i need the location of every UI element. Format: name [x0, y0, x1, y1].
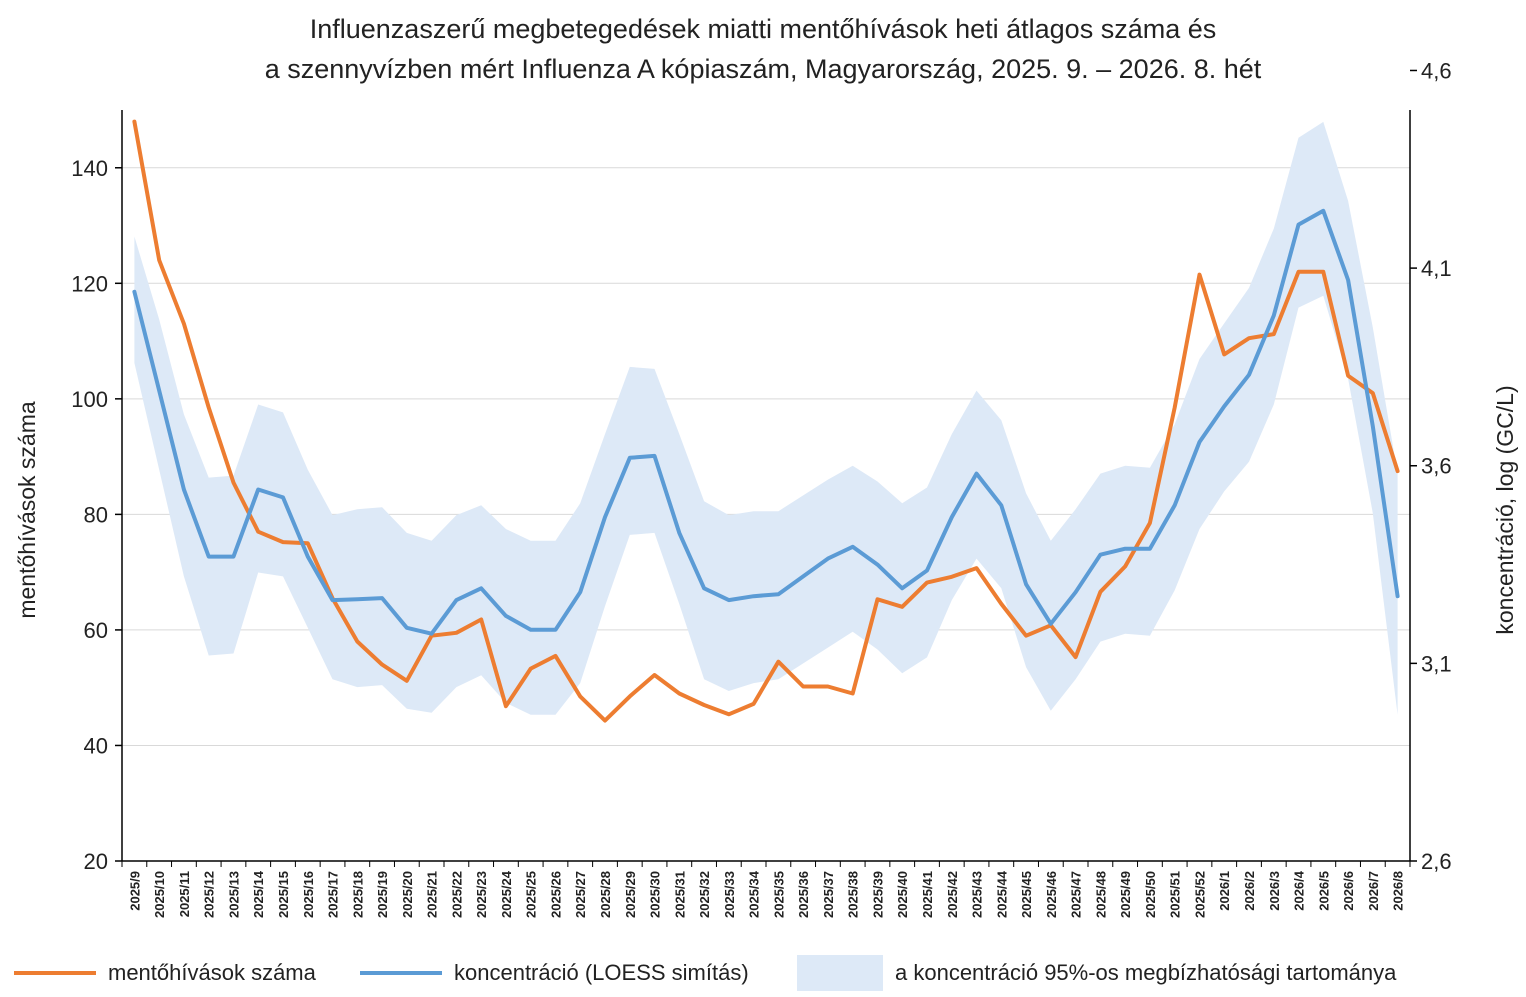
y-right-tick-label: 4,1	[1421, 256, 1452, 281]
legend-swatch-calls	[14, 971, 96, 975]
x-tick-label: 2026/5	[1316, 871, 1331, 911]
axes	[115, 69, 1417, 867]
tick-labels: 20 40 60 80 100 120 140 2,6 3,1 3,6 4,1 4,6 2025/9 20…	[71, 58, 1451, 918]
x-tick-label: 2025/43	[970, 871, 985, 918]
x-tick-label: 2025/46	[1044, 871, 1059, 918]
x-tick-label: 2025/27	[573, 871, 588, 918]
y-right-tick-label: 4,6	[1421, 58, 1452, 83]
x-tick-label: 2025/35	[771, 871, 786, 918]
series-lines-layer	[132, 119, 1400, 723]
x-tick-label: 2025/14	[251, 870, 266, 918]
x-tick-label: 2025/39	[871, 871, 886, 918]
x-tick-label: 2025/12	[202, 871, 217, 918]
x-tick-label: 2025/17	[326, 871, 341, 918]
x-tick-label: 2026/1	[1217, 871, 1232, 911]
x-tick-label: 2025/16	[301, 871, 316, 918]
x-tick-label: 2026/4	[1292, 870, 1307, 911]
x-tick-label: 2025/47	[1069, 871, 1084, 918]
x-tick-label: 2026/7	[1366, 871, 1381, 911]
x-tick-label: 2025/19	[375, 871, 390, 918]
x-tick-label: 2025/20	[400, 871, 415, 918]
x-tick-label: 2025/51	[1168, 871, 1183, 918]
y-left-tick-label: 120	[71, 271, 108, 296]
legend-swatch-concentration	[360, 971, 442, 975]
x-tick-label: 2025/32	[697, 871, 712, 918]
x-tick-label: 2025/18	[350, 871, 365, 918]
x-tick-label: 2025/44	[994, 870, 1009, 918]
x-tick-label: 2025/11	[177, 871, 192, 917]
x-tick-label: 2025/28	[598, 871, 613, 918]
x-tick-label: 2026/2	[1242, 871, 1257, 911]
confidence-band	[134, 121, 1398, 715]
x-tick-label: 2025/34	[747, 870, 762, 918]
legend-item-band: a koncentráció 95%-os megbízhatósági tar…	[797, 955, 1396, 991]
x-tick-label: 2025/29	[623, 871, 638, 918]
legend-label-band: a koncentráció 95%-os megbízhatósági tar…	[895, 960, 1397, 985]
x-tick-label: 2025/52	[1193, 871, 1208, 918]
x-tick-label: 2025/21	[425, 871, 440, 918]
x-tick-label: 2025/40	[895, 871, 910, 918]
x-tick-label: 2025/49	[1118, 871, 1133, 918]
x-tick-label: 2025/13	[227, 871, 242, 918]
x-tick-label: 2025/38	[846, 871, 861, 918]
x-tick-label: 2025/25	[524, 871, 539, 918]
y-left-tick-label: 100	[71, 387, 108, 412]
y-right-tick-label: 2,6	[1421, 849, 1452, 874]
y-right-tick-label: 3,1	[1421, 651, 1452, 676]
x-tick-label: 2025/23	[474, 871, 489, 918]
legend-item-concentration: koncentráció (LOESS simítás)	[360, 955, 749, 991]
y-axis-right-label: koncentráció, log (GC/L)	[1492, 385, 1518, 634]
y-left-tick-label: 80	[84, 502, 108, 527]
x-tick-label: 2025/42	[945, 871, 960, 918]
chart-title-line1: Influenzaszerű megbetegedések miatti men…	[309, 14, 1217, 44]
x-tick-label: 2025/15	[276, 871, 291, 918]
x-tick-label: 2025/33	[722, 871, 737, 918]
series-line-calls	[132, 119, 1400, 723]
x-tick-label: 2026/8	[1391, 871, 1406, 911]
x-tick-label: 2025/50	[1143, 871, 1158, 918]
y-right-tick-label: 3,6	[1421, 454, 1452, 479]
y-axis-left-label: mentőhívások száma	[14, 401, 40, 619]
x-tick-label: 2025/37	[821, 871, 836, 918]
x-tick-label: 2025/24	[499, 870, 514, 918]
x-tick-label: 2025/31	[672, 871, 687, 918]
y-left-tick-label: 60	[84, 618, 108, 643]
x-tick-label: 2026/6	[1341, 871, 1356, 911]
legend-label-concentration: koncentráció (LOESS simítás)	[454, 960, 749, 985]
legend-label-calls: mentőhívások száma	[108, 960, 316, 985]
x-tick-label: 2025/36	[796, 871, 811, 918]
x-tick-label: 2025/41	[920, 871, 935, 918]
x-tick-label: 2025/48	[1093, 871, 1108, 918]
chart-title-line2: a szennyvízben mért Influenza A kópiaszá…	[264, 54, 1262, 84]
x-tick-label: 2025/22	[449, 871, 464, 918]
y-left-tick-label: 40	[84, 733, 108, 758]
x-tick-label: 2025/10	[152, 871, 167, 918]
x-tick-label: 2025/45	[1019, 871, 1034, 918]
y-left-tick-label: 20	[84, 849, 108, 874]
confidence-band-layer	[134, 121, 1398, 715]
x-tick-label: 2026/3	[1267, 871, 1282, 911]
legend-swatch-band	[797, 955, 883, 991]
series-line-concentration	[132, 208, 1400, 636]
legend-item-calls: mentőhívások száma	[14, 955, 316, 991]
y-left-tick-label: 140	[71, 156, 108, 181]
x-tick-label: 2025/9	[127, 871, 142, 911]
x-tick-label: 2025/26	[549, 871, 564, 918]
x-tick-label: 2025/30	[648, 871, 663, 918]
